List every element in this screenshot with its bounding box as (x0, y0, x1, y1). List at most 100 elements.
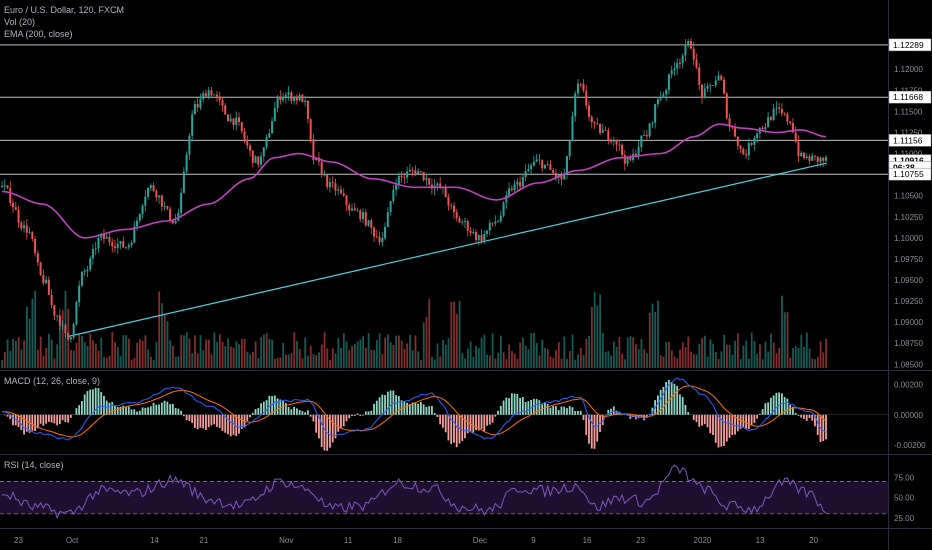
price-tick-label: 1.11750 (894, 86, 923, 95)
candle-body (400, 175, 403, 178)
volume-bar (764, 341, 767, 368)
time-axis[interactable]: 23 Oct 14 21 Nov 11 18 Dec 9 16 23 2020 13 20 (14, 536, 819, 545)
macd-histogram-bar (3, 414, 6, 416)
price-tick-label: 1.11000 (894, 150, 923, 159)
macd-histogram-bar (557, 410, 560, 415)
candle-body (488, 222, 491, 231)
candle-body (395, 185, 398, 190)
macd-histogram-bar (450, 414, 453, 445)
candle-body (226, 114, 229, 122)
volume-bar (119, 356, 122, 368)
volume-bar (172, 346, 174, 368)
volume-bar (345, 341, 348, 368)
volume-bar (654, 311, 657, 368)
candle-body (91, 248, 94, 259)
volume-bar (359, 339, 362, 368)
candle-body (348, 205, 351, 211)
volume-bar (20, 349, 23, 368)
candle-body (610, 140, 613, 142)
volume-bar (227, 338, 229, 368)
volume-bar (301, 358, 304, 368)
candle-body (769, 117, 772, 120)
price-tick-label: 1.10250 (894, 213, 923, 222)
time-tick-label: 23 (14, 536, 23, 545)
candle-body (339, 189, 342, 194)
volume-bar (811, 358, 814, 368)
candle-body (127, 244, 130, 248)
volume-bar (535, 343, 538, 368)
candle-body (576, 83, 579, 94)
candle-body (72, 324, 75, 338)
macd-histogram-bar (725, 414, 728, 442)
candle-body (149, 185, 152, 189)
volume-bar (712, 343, 715, 368)
candle-body (345, 195, 348, 206)
volume-bar (486, 354, 489, 368)
macd-histogram-bar (318, 414, 320, 439)
volume-bar (701, 338, 703, 368)
rsi-pane[interactable] (0, 464, 888, 520)
candle-body (678, 63, 681, 64)
volume-bar (31, 298, 34, 368)
price-tick-label: 1.11500 (894, 107, 923, 116)
macd-histogram-bar (290, 409, 293, 415)
volume-bar (519, 342, 522, 368)
macd-histogram-bar (375, 400, 378, 415)
candle-body (290, 92, 293, 101)
volume-bar (287, 354, 290, 368)
candle-body (508, 188, 511, 196)
volume-bar (254, 341, 257, 368)
candle-body (191, 114, 194, 136)
volume-bar (378, 333, 381, 368)
macd-histogram-bar (6, 414, 9, 417)
candle-body (83, 271, 86, 273)
macd-pane[interactable] (0, 377, 888, 451)
volume-bar (50, 339, 53, 368)
macd-line (1, 377, 827, 441)
candle-body (461, 221, 464, 223)
volume-bar (202, 350, 205, 368)
candle-body (662, 94, 665, 97)
macd-histogram-bar (756, 414, 759, 419)
volume-bar (260, 336, 263, 368)
macd-histogram-bar (276, 398, 279, 415)
trendline[interactable] (67, 162, 827, 338)
volume-bar (541, 339, 544, 368)
price-label-text: 06:38 (893, 162, 915, 172)
candle-body (386, 212, 389, 227)
macd-histogram-bar (295, 408, 298, 415)
macd-histogram-bar (331, 414, 334, 443)
price-tick-label: 1.09000 (894, 318, 923, 327)
volume-bar (825, 338, 827, 368)
candle-body (612, 139, 615, 142)
volume-bar (709, 339, 712, 368)
volume-bar (240, 338, 243, 368)
candle-body (224, 105, 227, 115)
macd-histogram-bar (731, 414, 734, 435)
volume-bar (411, 350, 414, 368)
price-tick-label: 1.10000 (894, 234, 923, 243)
candle-body (596, 123, 599, 125)
volume-bar (797, 347, 800, 368)
candle-body (527, 168, 530, 171)
candle-body (17, 209, 20, 223)
candle-body (761, 127, 764, 130)
volume-bar (742, 345, 745, 368)
macd-histogram-bar (701, 414, 703, 426)
candle-body (304, 100, 307, 103)
macd-histogram-bar (265, 400, 268, 415)
candle-body (213, 94, 216, 96)
macd-histogram-bar (767, 402, 770, 415)
price-axis[interactable]: 1.122501.120001.117501.115001.112501.110… (888, 38, 932, 523)
price-pane[interactable] (0, 38, 888, 368)
candle-body (447, 197, 450, 206)
macd-histogram-bar (359, 414, 362, 417)
candle-body (86, 269, 89, 272)
candle-body (260, 156, 263, 165)
candle-body (709, 85, 712, 87)
candle-body (408, 169, 411, 172)
volume-bar (158, 291, 161, 368)
volume-bar (163, 315, 166, 368)
volume-bar (235, 341, 238, 368)
